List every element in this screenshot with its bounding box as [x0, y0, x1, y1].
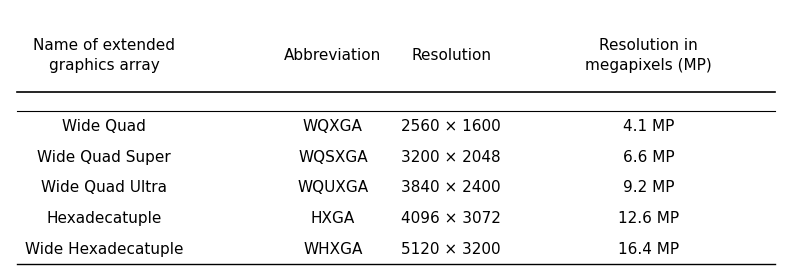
Text: Name of extended
graphics array: Name of extended graphics array — [33, 38, 175, 73]
Text: Wide Quad Ultra: Wide Quad Ultra — [41, 180, 167, 195]
Text: 2560 × 1600: 2560 × 1600 — [402, 119, 501, 134]
Text: Wide Quad: Wide Quad — [62, 119, 146, 134]
Text: 5120 × 3200: 5120 × 3200 — [402, 242, 501, 257]
Text: Wide Hexadecatuple: Wide Hexadecatuple — [25, 242, 183, 257]
Text: 9.2 MP: 9.2 MP — [623, 180, 674, 195]
Text: 12.6 MP: 12.6 MP — [618, 211, 679, 226]
Text: WHXGA: WHXGA — [303, 242, 363, 257]
Text: WQUXGA: WQUXGA — [297, 180, 368, 195]
Text: 3200 × 2048: 3200 × 2048 — [402, 150, 501, 165]
Text: 6.6 MP: 6.6 MP — [623, 150, 674, 165]
Text: Hexadecatuple: Hexadecatuple — [46, 211, 162, 226]
Text: Wide Quad Super: Wide Quad Super — [37, 150, 171, 165]
Text: WQXGA: WQXGA — [303, 119, 363, 134]
Text: 16.4 MP: 16.4 MP — [618, 242, 679, 257]
Text: Resolution: Resolution — [411, 48, 491, 63]
Text: WQSXGA: WQSXGA — [298, 150, 367, 165]
Text: HXGA: HXGA — [310, 211, 355, 226]
Text: 4096 × 3072: 4096 × 3072 — [402, 211, 501, 226]
Text: Abbreviation: Abbreviation — [284, 48, 382, 63]
Text: 4.1 MP: 4.1 MP — [623, 119, 674, 134]
Text: Resolution in
megapixels (MP): Resolution in megapixels (MP) — [585, 38, 712, 73]
Text: 3840 × 2400: 3840 × 2400 — [402, 180, 501, 195]
